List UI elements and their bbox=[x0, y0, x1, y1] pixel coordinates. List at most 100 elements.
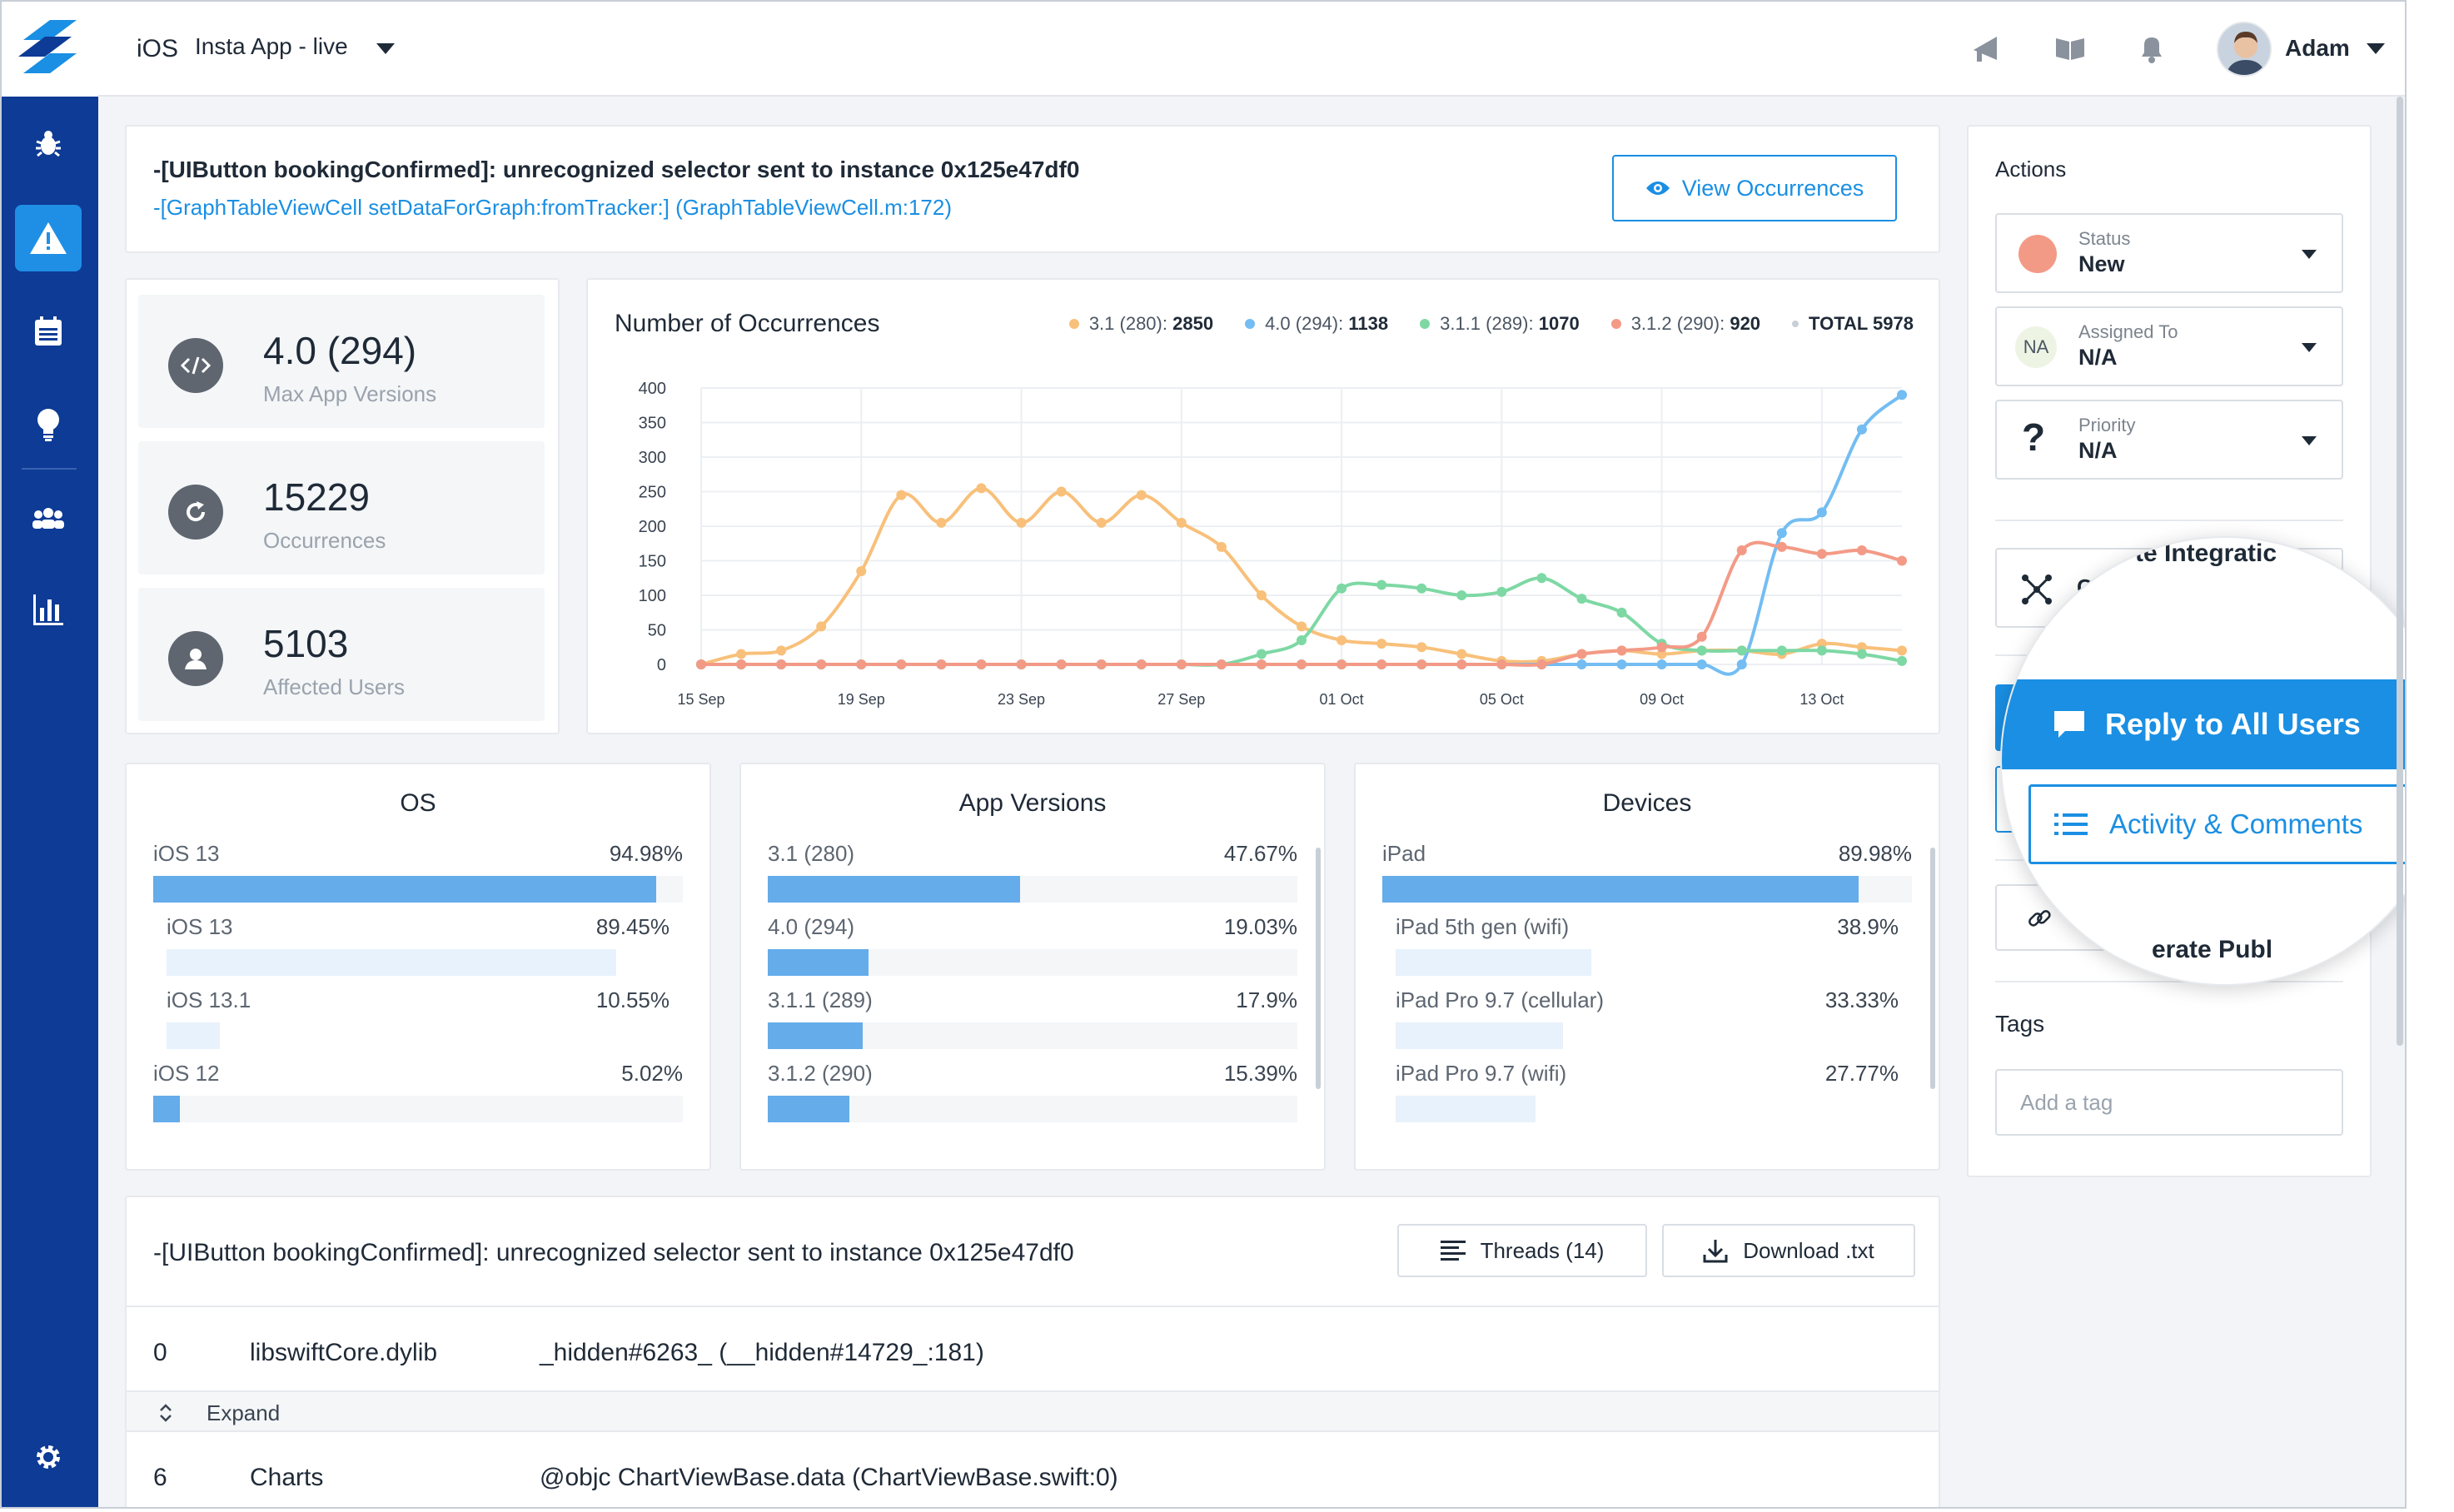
legend-dot bbox=[1792, 321, 1799, 327]
breakdown-row[interactable]: iPad 5th gen (wifi) 38.9% bbox=[1382, 914, 1912, 981]
stack-frame[interactable]: 6 Charts @objc ChartViewBase.data (Chart… bbox=[127, 1439, 1939, 1507]
expand-frames-row[interactable]: Expand bbox=[127, 1390, 1939, 1432]
chevron-down-icon[interactable] bbox=[2367, 43, 2385, 55]
breakdown-row[interactable]: iOS 12 5.02% bbox=[153, 1061, 683, 1127]
bug-icon bbox=[36, 131, 61, 157]
breakdown-row[interactable]: iPad Pro 9.7 (wifi) 27.77% bbox=[1382, 1061, 1912, 1127]
view-occurrences-button[interactable]: View Occurrences bbox=[1612, 155, 1897, 221]
legend-dot bbox=[1610, 319, 1621, 329]
data-point bbox=[936, 659, 947, 669]
priority-select[interactable]: ? Priority N/A bbox=[1995, 400, 2343, 480]
error-location-link[interactable]: -[GraphTableViewCell setDataForGraph:fro… bbox=[153, 195, 953, 220]
data-point bbox=[1856, 649, 1867, 659]
refresh-icon bbox=[168, 485, 223, 540]
status-label: Status bbox=[2078, 228, 2131, 249]
data-point bbox=[1297, 621, 1307, 632]
sidebar-item-bugs[interactable] bbox=[15, 110, 82, 177]
breakdown-row[interactable]: iOS 13 89.45% bbox=[153, 914, 683, 981]
legend-item[interactable]: 4.0 (294): 1138 bbox=[1245, 313, 1388, 335]
legend-dot bbox=[1420, 319, 1431, 329]
status-value: New bbox=[2078, 251, 2125, 276]
breakdown-row[interactable]: iOS 13 94.98% bbox=[153, 841, 683, 908]
data-point bbox=[1456, 649, 1467, 659]
download-button[interactable]: Download .txt bbox=[1662, 1224, 1915, 1277]
divider bbox=[1995, 981, 2343, 982]
data-point bbox=[1856, 545, 1867, 556]
data-point bbox=[1096, 517, 1107, 528]
breakdown-row[interactable]: 3.1.1 (289) 17.9% bbox=[768, 987, 1297, 1054]
assignee-value: N/A bbox=[2078, 345, 2118, 370]
data-point bbox=[1656, 642, 1667, 653]
data-point bbox=[1096, 659, 1107, 669]
page-scrollbar[interactable] bbox=[2397, 97, 2403, 1046]
data-point bbox=[1176, 517, 1187, 528]
breakdown-row[interactable]: iOS 13.1 10.55% bbox=[153, 987, 683, 1054]
reply-to-all-users-button[interactable]: Reply to All Users bbox=[2002, 679, 2405, 769]
sidebar-item-users[interactable] bbox=[15, 485, 82, 551]
sidebar-item-settings[interactable] bbox=[15, 1424, 82, 1490]
logo[interactable] bbox=[2, 2, 98, 97]
frame-module: Charts bbox=[250, 1464, 324, 1491]
priority-label: Priority bbox=[2078, 415, 2136, 435]
breakdown-row[interactable]: iPad Pro 9.7 (cellular) 33.33% bbox=[1382, 987, 1912, 1054]
data-point bbox=[1736, 645, 1747, 656]
chevron-down-icon[interactable] bbox=[376, 43, 395, 55]
scrollbar[interactable] bbox=[1930, 848, 1935, 1089]
data-point bbox=[856, 659, 867, 669]
breakdown-row[interactable]: 4.0 (294) 19.03% bbox=[768, 914, 1297, 981]
threads-button[interactable]: Threads (14) bbox=[1397, 1224, 1647, 1277]
data-point bbox=[1616, 659, 1627, 669]
breakdown-percent: 19.03% bbox=[1223, 914, 1297, 939]
user-menu[interactable]: Adam bbox=[2285, 35, 2350, 61]
bell-icon[interactable] bbox=[2135, 32, 2168, 65]
activity-label: Activity & Comments bbox=[2109, 808, 2363, 839]
tag-input[interactable]: Add a tag bbox=[1995, 1069, 2343, 1136]
megaphone-icon[interactable] bbox=[1970, 32, 2004, 65]
breakdown-row[interactable]: 3.1 (280) 47.67% bbox=[768, 841, 1297, 908]
sidebar-item-issues[interactable] bbox=[15, 205, 82, 271]
y-tick-label: 300 bbox=[639, 449, 666, 467]
data-point bbox=[1536, 659, 1547, 669]
x-tick-label: 01 Oct bbox=[1320, 691, 1364, 708]
data-point bbox=[1816, 639, 1827, 649]
legend-item[interactable]: 3.1.1 (289): 1070 bbox=[1420, 313, 1580, 335]
platform-label: iOS bbox=[137, 35, 179, 62]
devices-breakdown-card: Devices iPad 89.98% iPad 5th gen (wifi) … bbox=[1354, 763, 1940, 1171]
actions-title: Actions bbox=[1995, 157, 2067, 182]
data-point bbox=[1136, 490, 1147, 500]
scrollbar[interactable] bbox=[1316, 848, 1321, 1089]
breakdown-name: 4.0 (294) bbox=[768, 914, 855, 939]
legend-name: 3.1 (280): bbox=[1088, 313, 1167, 334]
stat-label: Affected Users bbox=[263, 674, 406, 699]
lightbulb-icon bbox=[37, 409, 59, 441]
stack-frame[interactable]: 0 libswiftCore.dylib _hidden#6263_ (__hi… bbox=[127, 1314, 1939, 1389]
assignee-select[interactable]: NA Assigned To N/A bbox=[1995, 306, 2343, 386]
chevron-down-icon bbox=[2302, 250, 2317, 259]
book-icon[interactable] bbox=[2053, 32, 2087, 65]
status-select[interactable]: Status New bbox=[1995, 213, 2343, 293]
avatar[interactable] bbox=[2217, 22, 2272, 77]
divider bbox=[127, 1306, 1939, 1307]
breakdown-row[interactable]: 3.1.2 (290) 15.39% bbox=[768, 1061, 1297, 1127]
sidebar-item-analytics[interactable] bbox=[15, 576, 82, 643]
breakdown-row[interactable]: iPad 89.98% bbox=[1382, 841, 1912, 908]
legend-item[interactable]: 3.1 (280): 2850 bbox=[1068, 313, 1213, 335]
y-tick-label: 400 bbox=[639, 380, 666, 398]
user-icon bbox=[168, 631, 223, 686]
magnifier-callout: te Integratic Reply to All Users Activit… bbox=[2000, 536, 2405, 986]
sidebar-item-reports[interactable] bbox=[15, 298, 82, 365]
users-icon bbox=[32, 508, 64, 529]
data-point bbox=[1136, 659, 1147, 669]
sidebar-item-ideas[interactable] bbox=[15, 391, 82, 458]
breakdown-percent: 38.9% bbox=[1837, 914, 1899, 939]
breakdown-bar bbox=[167, 1022, 220, 1049]
data-point bbox=[1456, 659, 1467, 669]
activity-comments-button[interactable]: Activity & Comments bbox=[2028, 784, 2405, 864]
legend-name: 4.0 (294): bbox=[1265, 313, 1344, 334]
breakdown-percent: 5.02% bbox=[621, 1061, 683, 1086]
app-selector[interactable]: Insta App - live bbox=[195, 33, 348, 59]
data-point bbox=[1337, 659, 1347, 669]
view-occurrences-label: View Occurrences bbox=[1681, 175, 1864, 201]
chart-legend: 3.1 (280): 2850 4.0 (294): 1138 3.1.1 (2… bbox=[1068, 313, 1914, 335]
legend-item[interactable]: 3.1.2 (290): 920 bbox=[1610, 313, 1760, 335]
